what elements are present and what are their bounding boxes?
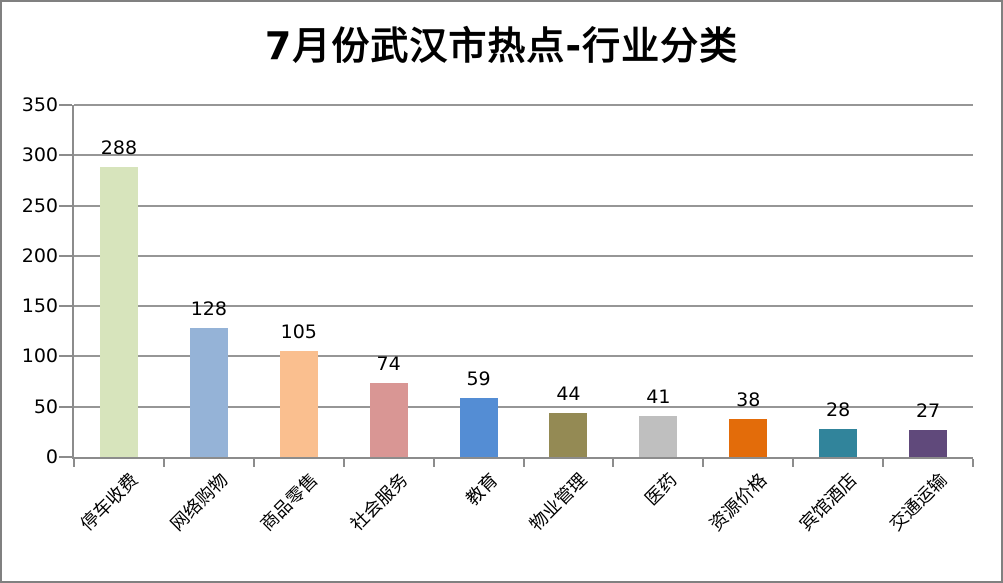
y-axis-tick-label: 150 <box>21 295 58 318</box>
x-axis-category-label: 停车收费 <box>76 469 143 536</box>
gridline <box>74 405 973 408</box>
x-axis-category-label: 网络购物 <box>166 469 233 536</box>
x-axis-tick <box>972 459 974 467</box>
bar <box>729 419 768 457</box>
gridline <box>74 204 973 207</box>
y-axis-tick-label: 250 <box>21 194 58 217</box>
x-axis-tick <box>252 459 255 467</box>
bar-value-label: 105 <box>280 321 317 343</box>
gridline <box>74 254 973 257</box>
bar-value-label: 128 <box>190 298 227 320</box>
x-axis-tick <box>432 459 435 467</box>
x-axis-tick <box>702 459 705 467</box>
x-axis-tick <box>162 459 165 467</box>
bar-value-label: 74 <box>376 353 401 375</box>
bar-value-label: 27 <box>915 400 941 422</box>
x-axis-category-label: 物业管理 <box>526 469 592 536</box>
y-axis-tick <box>59 204 72 207</box>
x-axis-tick <box>342 459 345 467</box>
bar-value-label: 44 <box>556 383 581 405</box>
bar <box>819 429 858 457</box>
x-axis-tick <box>522 459 525 467</box>
y-axis-tick <box>59 355 72 358</box>
bar-value-label: 41 <box>646 386 671 408</box>
x-axis-category-label: 教育 <box>461 469 502 510</box>
chart-title: 7月份武汉市热点-行业分类 <box>264 24 739 68</box>
bar <box>459 398 498 457</box>
x-axis-tick <box>882 459 885 467</box>
y-axis-tick-label: 200 <box>21 244 58 267</box>
bar <box>549 413 588 457</box>
y-axis-tick-label: 100 <box>21 345 58 368</box>
y-axis-tick <box>59 154 72 157</box>
y-axis-tick <box>59 104 72 106</box>
x-axis-tick <box>612 459 615 467</box>
x-axis-category-label: 社会服务 <box>346 469 413 536</box>
y-axis-tick-label: 0 <box>45 446 58 468</box>
x-axis-category-label: 交通运输 <box>885 469 952 536</box>
gridline <box>74 104 973 106</box>
y-axis-tick-label: 300 <box>21 144 58 167</box>
x-axis-category-label: 医药 <box>641 469 682 510</box>
bar <box>639 416 678 457</box>
bar <box>279 351 318 457</box>
x-axis-category-label: 资源价格 <box>705 469 772 536</box>
x-axis-category-label: 宾馆酒店 <box>795 469 862 536</box>
y-axis-tick-label: 50 <box>33 395 58 418</box>
bar-value-label: 38 <box>736 389 761 411</box>
bar-value-label: 28 <box>826 399 851 421</box>
x-axis-line <box>72 457 973 459</box>
bar <box>369 383 408 457</box>
plot-area: 0 50 100 150 200 250 300 350 288 停车收费 128 网络购物 105 商品… <box>22 96 974 535</box>
x-axis-tick <box>73 459 75 467</box>
y-axis-tick <box>59 456 72 458</box>
y-axis-line <box>72 105 74 457</box>
x-axis-tick <box>792 459 795 467</box>
gridline <box>74 355 973 358</box>
y-axis-tick <box>59 305 72 308</box>
gridline <box>74 154 973 157</box>
y-axis-tick <box>59 254 72 257</box>
x-axis-category-label: 商品零售 <box>256 469 323 536</box>
bar <box>189 328 228 457</box>
bar <box>99 167 138 457</box>
bar <box>909 430 948 457</box>
bar-value-label: 288 <box>100 137 138 159</box>
y-axis-tick-label: 350 <box>21 94 58 116</box>
gridline <box>74 305 973 308</box>
bar-value-label: 59 <box>466 368 491 390</box>
y-axis-tick <box>59 405 72 408</box>
